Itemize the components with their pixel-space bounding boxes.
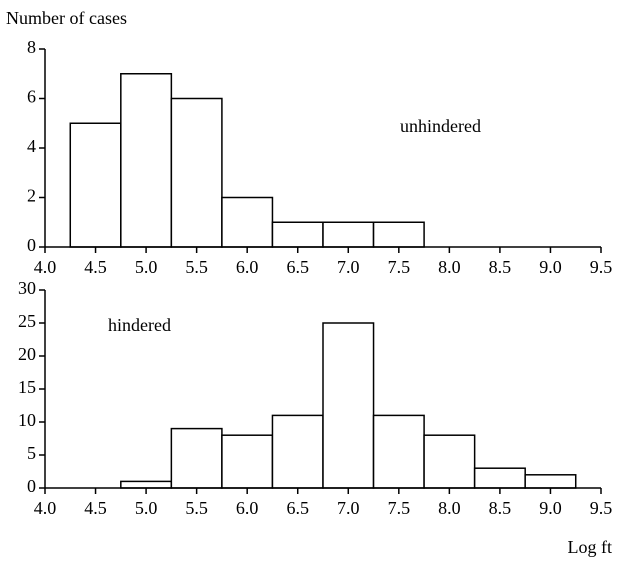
bar: [473, 467, 526, 489]
x-tick-label: 9.0: [539, 257, 562, 277]
y-tick-label: 4: [27, 136, 36, 156]
x-tick-label: 9.0: [539, 498, 562, 518]
x-tick-label: 4.5: [84, 257, 107, 277]
x-tick-label: 4.0: [34, 498, 57, 518]
bar: [271, 414, 324, 489]
bar: [271, 221, 324, 248]
x-tick-label: 4.0: [34, 257, 57, 277]
bar: [170, 427, 223, 489]
annotation: unhindered: [400, 116, 481, 136]
bar: [170, 97, 223, 248]
y-tick-label: 5: [27, 443, 36, 463]
x-tick-label: 8.0: [438, 498, 461, 518]
x-tick-label: 9.5: [590, 498, 613, 518]
x-tick-label: 7.5: [388, 498, 411, 518]
x-tick-label: 6.5: [286, 498, 309, 518]
bar: [69, 122, 122, 248]
y-tick-label: 10: [18, 410, 36, 430]
x-tick-label: 8.0: [438, 257, 461, 277]
x-tick-label: 5.0: [135, 498, 158, 518]
y-tick-label: 0: [27, 476, 36, 496]
bar: [372, 414, 425, 489]
bar: [423, 434, 476, 489]
y-tick-label: 8: [27, 37, 36, 57]
x-tick-label: 7.5: [388, 257, 411, 277]
x-tick-label: 6.0: [236, 257, 259, 277]
x-tick-label: 5.0: [135, 257, 158, 277]
x-tick-label: 7.0: [337, 498, 360, 518]
x-axis-label: Log ft: [568, 537, 613, 557]
x-tick-label: 6.5: [286, 257, 309, 277]
x-tick-label: 4.5: [84, 498, 107, 518]
bar: [120, 480, 173, 489]
annotation: hindered: [108, 315, 171, 335]
bar: [120, 73, 173, 248]
bar: [221, 196, 274, 248]
x-tick-label: 5.5: [185, 498, 208, 518]
y-tick-label: 6: [27, 87, 36, 107]
x-tick-label: 8.5: [489, 498, 512, 518]
y-tick-label: 30: [18, 278, 36, 298]
y-tick-label: 0: [27, 235, 36, 255]
bar: [524, 474, 577, 489]
x-tick-label: 7.0: [337, 257, 360, 277]
bar: [322, 221, 375, 248]
y-tick-label: 2: [27, 186, 36, 206]
bar: [322, 322, 375, 489]
x-tick-label: 8.5: [489, 257, 512, 277]
x-tick-label: 5.5: [185, 257, 208, 277]
y-tick-label: 15: [18, 377, 36, 397]
x-tick-label: 6.0: [236, 498, 259, 518]
y-tick-label: 25: [18, 311, 36, 331]
x-tick-label: 9.5: [590, 257, 613, 277]
y-tick-label: 20: [18, 344, 36, 364]
bar: [372, 221, 425, 248]
y-axis-label: Number of cases: [6, 8, 127, 28]
bar: [221, 434, 274, 489]
